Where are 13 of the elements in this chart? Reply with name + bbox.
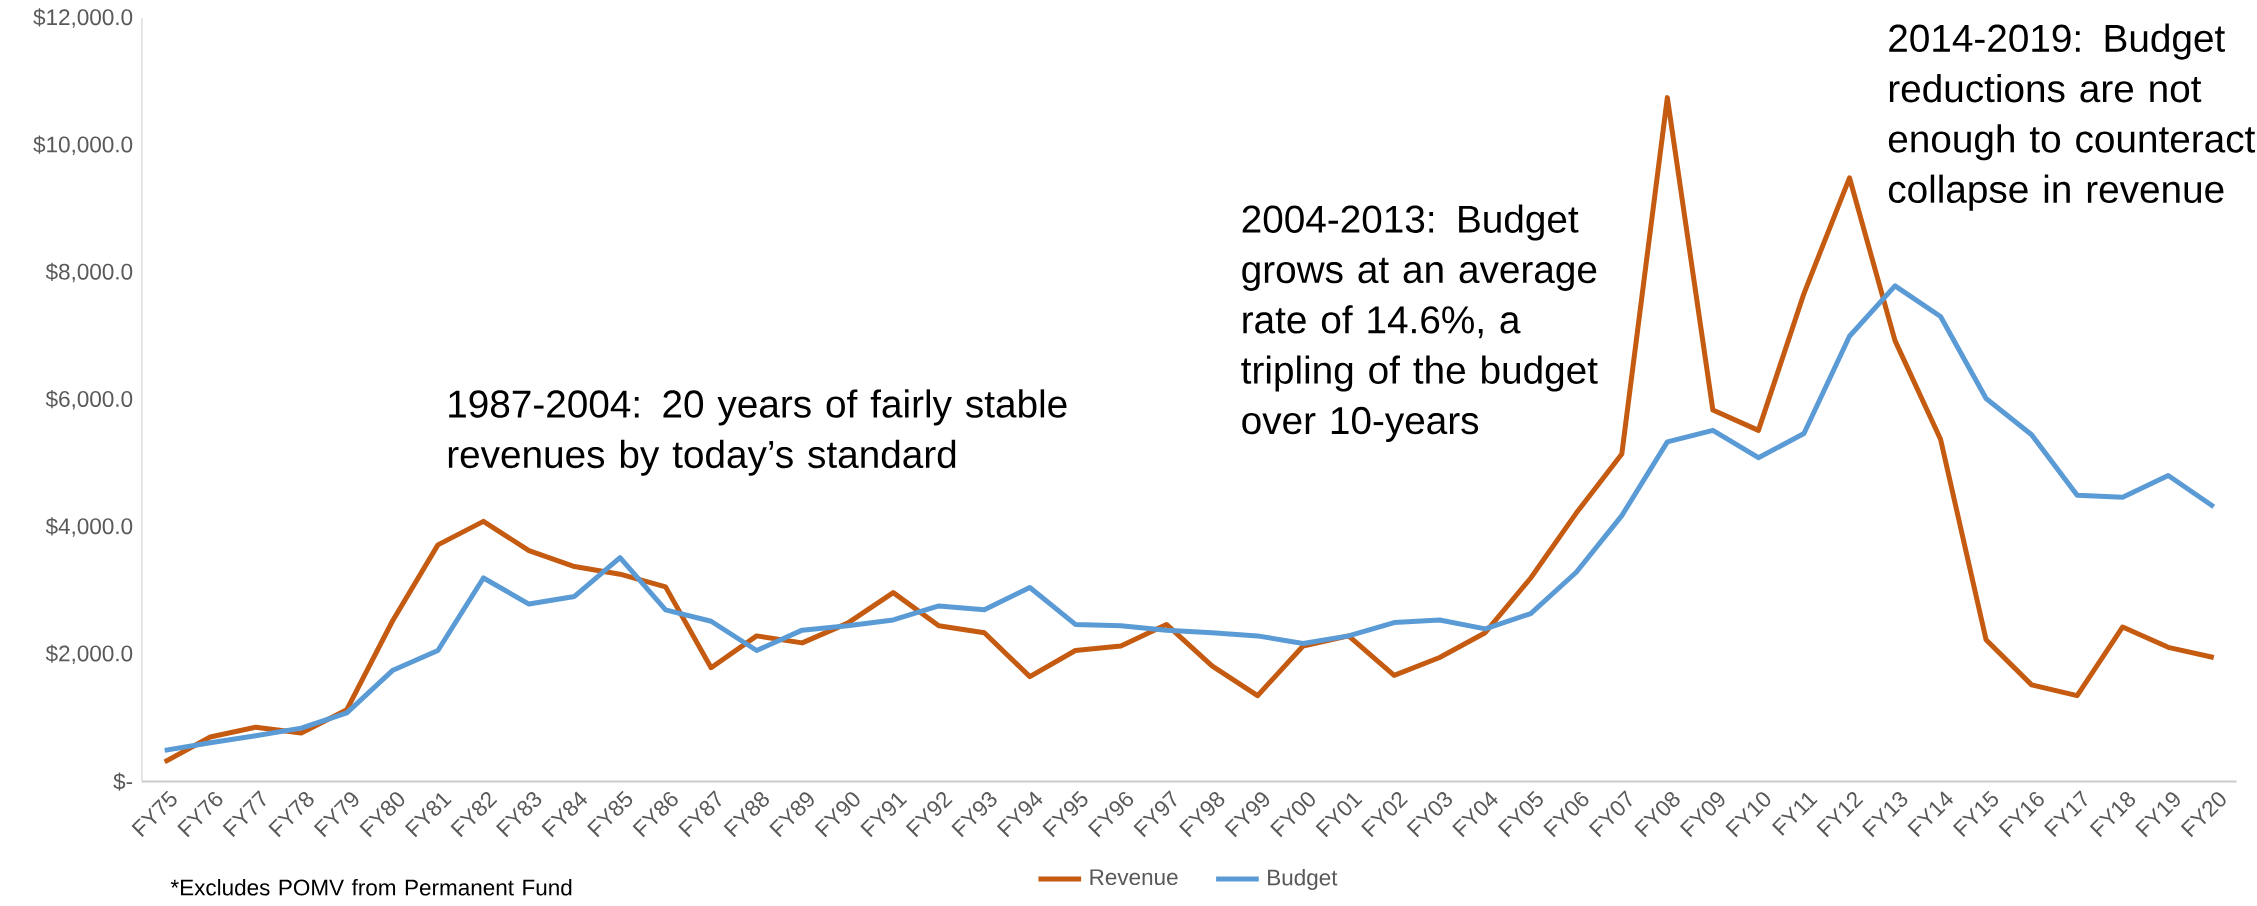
legend-label: Revenue bbox=[1090, 869, 1178, 886]
annotation: 2014-2019: Budget reductions are not enough to counteract collapse in revenue bbox=[1888, 23, 2256, 211]
text: *Excludes POMV from Permanent Fund bbox=[170, 879, 572, 896]
legend-label: Budget bbox=[1268, 869, 1338, 891]
y-tick-label: $6,000.0 bbox=[45, 390, 133, 410]
annotation: 1987-2004: 20 years of fairly stable revenues by today’s standard bbox=[448, 389, 1067, 477]
annotation: 2004-2013: Budget grows at an average rate of 14.6%, a tripling of the budget over 10-years bbox=[1241, 204, 1598, 443]
y-tick-label: $8,000.0 bbox=[45, 263, 133, 283]
y-tick-label: $- bbox=[113, 772, 133, 791]
y-tick-label: $2,000.0 bbox=[45, 644, 133, 665]
y-tick-label: $4,000.0 bbox=[45, 517, 133, 538]
y-tick-label: $12,000.0 bbox=[33, 8, 133, 29]
y-tick-label: $10,000.0 bbox=[33, 135, 133, 156]
